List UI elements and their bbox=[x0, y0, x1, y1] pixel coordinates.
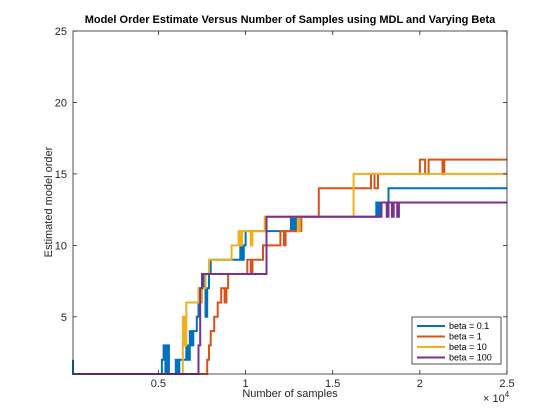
legend-box bbox=[411, 316, 502, 365]
x-exponent-base: × 10 bbox=[483, 393, 505, 405]
y-tick-label: 25 bbox=[55, 26, 67, 38]
x-axis-label: Number of samples bbox=[242, 388, 338, 400]
x-tick-label: 2 bbox=[417, 378, 423, 390]
x-tick-label: 2.5 bbox=[499, 378, 514, 390]
y-tick-label: 15 bbox=[55, 169, 67, 181]
chart-title: Model Order Estimate Versus Number of Sa… bbox=[85, 14, 496, 26]
x-axis-exponent: × 104 bbox=[483, 390, 510, 405]
legend-label-2: beta = 1 bbox=[449, 332, 482, 342]
x-tick-label: 0.5 bbox=[151, 378, 166, 390]
legend-label-4: beta = 100 bbox=[449, 353, 492, 363]
x-tick-label: 1.5 bbox=[325, 378, 340, 390]
y-tick-label: 20 bbox=[55, 97, 67, 109]
series-line-4 bbox=[73, 201, 507, 375]
y-tick-label: 10 bbox=[55, 240, 67, 252]
tick-layer: 0.5 1 1.5 2 2.5 5 10 15 20 25 bbox=[55, 26, 515, 390]
legend-label-1: beta = 0.1 bbox=[449, 321, 489, 331]
legend-label-3: beta = 10 bbox=[449, 342, 487, 352]
axes-box bbox=[72, 30, 508, 375]
series-line-2 bbox=[73, 158, 507, 375]
y-tick-label: 5 bbox=[61, 312, 67, 324]
x-exponent-power: 4 bbox=[505, 390, 510, 399]
x-tick-label: 1 bbox=[242, 378, 248, 390]
y-axis-label: Estimated model order bbox=[43, 146, 55, 257]
